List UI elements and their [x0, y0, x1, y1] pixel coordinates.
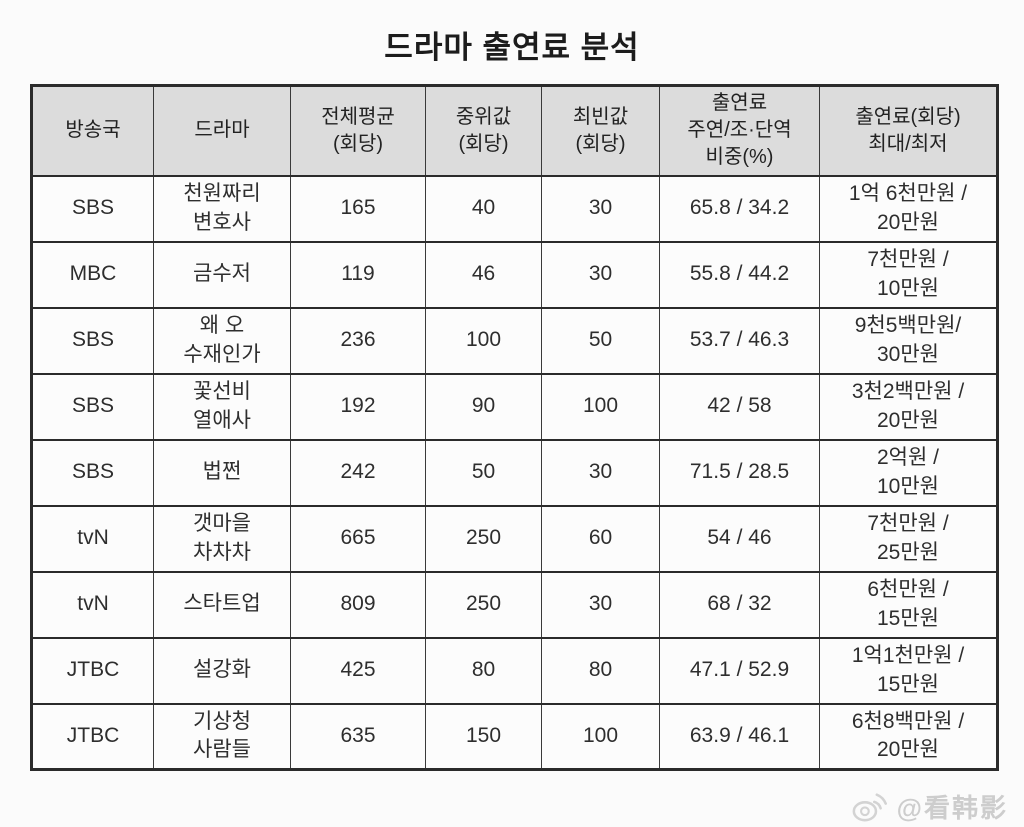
cell-mode: 30	[541, 570, 660, 639]
cell-drama: 왜 오 수재인가	[153, 306, 291, 375]
cell-max-min: 1억 6천만원 / 20만원	[819, 174, 998, 243]
cell-ratio: 65.8 / 34.2	[659, 174, 820, 243]
cell-max-min: 9천5백만원/ 30만원	[819, 306, 998, 375]
cell-average: 165	[290, 174, 426, 243]
cell-mode: 100	[541, 702, 660, 771]
cell-average: 425	[290, 636, 426, 705]
cell-ratio: 42 / 58	[659, 372, 820, 441]
cell-median: 80	[425, 636, 542, 705]
cell-ratio: 68 / 32	[659, 570, 820, 639]
cell-broadcaster: SBS	[31, 174, 154, 243]
cell-max-min: 2억원 / 10만원	[819, 438, 998, 507]
cell-ratio: 53.7 / 46.3	[659, 306, 820, 375]
cell-max-min: 6천만원 / 15만원	[819, 570, 998, 639]
table-row: SBS 천원짜리 변호사 165 40 30 65.8 / 34.2 1억 6천…	[31, 174, 998, 243]
cell-drama: 꽃선비 열애사	[153, 372, 291, 441]
cell-ratio: 71.5 / 28.5	[659, 438, 820, 507]
watermark-text: @看韩影	[896, 793, 1008, 823]
cell-drama: 갯마을 차차차	[153, 504, 291, 573]
cell-broadcaster: tvN	[31, 504, 154, 573]
col-header-mode: 최빈값 (회당)	[541, 84, 660, 177]
cell-average: 809	[290, 570, 426, 639]
table-row: SBS 법쩐 242 50 30 71.5 / 28.5 2억원 / 10만원	[31, 438, 998, 507]
table-row: SBS 꽃선비 열애사 192 90 100 42 / 58 3천2백만원 / …	[31, 372, 998, 441]
cell-broadcaster: JTBC	[31, 636, 154, 705]
cell-median: 100	[425, 306, 542, 375]
cell-broadcaster: SBS	[31, 372, 154, 441]
cell-median: 250	[425, 570, 542, 639]
table-header: 방송국 드라마 전체평균 (회당) 중위값 (회당) 최빈값 (회당) 출연료 …	[31, 84, 998, 177]
cell-drama: 천원짜리 변호사	[153, 174, 291, 243]
cell-max-min: 3천2백만원 / 20만원	[819, 372, 998, 441]
cell-ratio: 55.8 / 44.2	[659, 240, 820, 309]
cell-max-min: 7천만원 / 25만원	[819, 504, 998, 573]
cell-broadcaster: JTBC	[31, 702, 154, 771]
cell-median: 150	[425, 702, 542, 771]
cell-broadcaster: MBC	[31, 240, 154, 309]
cell-broadcaster: SBS	[31, 438, 154, 507]
cell-broadcaster: tvN	[31, 570, 154, 639]
header-row: 방송국 드라마 전체평균 (회당) 중위값 (회당) 최빈값 (회당) 출연료 …	[31, 84, 998, 177]
cell-ratio: 63.9 / 46.1	[659, 702, 820, 771]
cell-ratio: 47.1 / 52.9	[659, 636, 820, 705]
cell-mode: 100	[541, 372, 660, 441]
col-header-overall-average: 전체평균 (회당)	[290, 84, 426, 177]
cell-drama: 설강화	[153, 636, 291, 705]
cell-median: 90	[425, 372, 542, 441]
cell-max-min: 6천8백만원 / 20만원	[819, 702, 998, 771]
cell-drama: 스타트업	[153, 570, 291, 639]
cell-median: 50	[425, 438, 542, 507]
cell-ratio: 54 / 46	[659, 504, 820, 573]
cell-mode: 30	[541, 240, 660, 309]
weibo-icon	[851, 790, 889, 824]
cell-mode: 30	[541, 438, 660, 507]
table-row: SBS 왜 오 수재인가 236 100 50 53.7 / 46.3 9천5백…	[31, 306, 998, 375]
table-row: JTBC 설강화 425 80 80 47.1 / 52.9 1억1천만원 / …	[31, 636, 998, 705]
table-row: JTBC 기상청 사람들 635 150 100 63.9 / 46.1 6천8…	[31, 702, 998, 771]
cell-average: 242	[290, 438, 426, 507]
cell-drama: 기상청 사람들	[153, 702, 291, 771]
cell-average: 192	[290, 372, 426, 441]
cell-median: 46	[425, 240, 542, 309]
cell-average: 236	[290, 306, 426, 375]
cell-mode: 50	[541, 306, 660, 375]
table-body: SBS 천원짜리 변호사 165 40 30 65.8 / 34.2 1억 6천…	[31, 174, 998, 771]
watermark: @看韩影	[851, 788, 1008, 825]
cell-median: 40	[425, 174, 542, 243]
cell-drama: 금수저	[153, 240, 291, 309]
cell-max-min: 1억1천만원 / 15만원	[819, 636, 998, 705]
drama-fee-table: 방송국 드라마 전체평균 (회당) 중위값 (회당) 최빈값 (회당) 출연료 …	[30, 84, 999, 771]
col-header-lead-supporting-ratio: 출연료 주연/조·단역 비중(%)	[659, 84, 820, 177]
cell-median: 250	[425, 504, 542, 573]
cell-broadcaster: SBS	[31, 306, 154, 375]
col-header-broadcaster: 방송국	[31, 84, 154, 177]
page-title: 드라마 출연료 분석	[384, 30, 640, 65]
cell-drama: 법쩐	[153, 438, 291, 507]
cell-mode: 80	[541, 636, 660, 705]
cell-mode: 30	[541, 174, 660, 243]
col-header-drama: 드라마	[153, 84, 291, 177]
table-row: MBC 금수저 119 46 30 55.8 / 44.2 7천만원 / 10만…	[31, 240, 998, 309]
col-header-max-min: 출연료(회당) 최대/최저	[819, 84, 998, 177]
table-row: tvN 갯마을 차차차 665 250 60 54 / 46 7천만원 / 25…	[31, 504, 998, 573]
table-row: tvN 스타트업 809 250 30 68 / 32 6천만원 / 15만원	[31, 570, 998, 639]
cell-max-min: 7천만원 / 10만원	[819, 240, 998, 309]
col-header-median: 중위값 (회당)	[425, 84, 542, 177]
cell-average: 665	[290, 504, 426, 573]
cell-average: 119	[290, 240, 426, 309]
cell-mode: 60	[541, 504, 660, 573]
cell-average: 635	[290, 702, 426, 771]
